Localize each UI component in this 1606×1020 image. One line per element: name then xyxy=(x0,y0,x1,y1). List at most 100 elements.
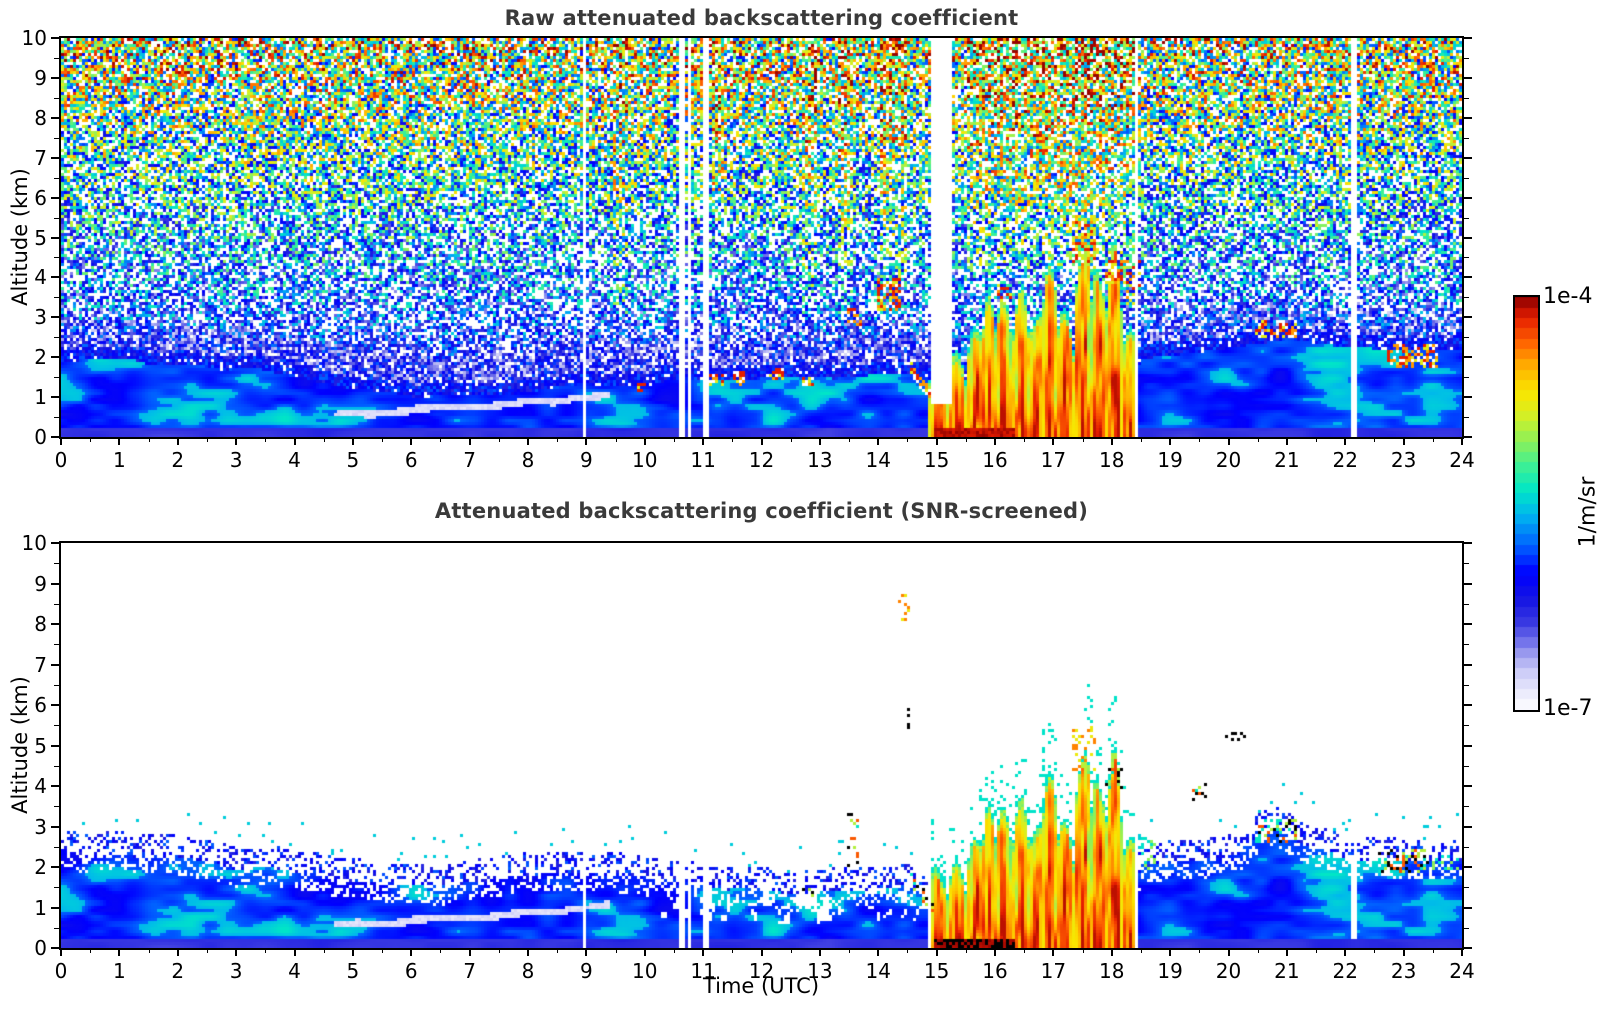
y-major-tick xyxy=(51,196,59,199)
y-tick-label: 4 xyxy=(34,265,47,290)
y-minor-tick xyxy=(54,644,59,646)
y-major-tick xyxy=(51,947,59,949)
y-major-tick-right xyxy=(1464,663,1472,666)
x-tick-label: 17 xyxy=(1040,448,1067,472)
screened-y-axis-label: Altitude (km) xyxy=(8,676,32,814)
y-minor-tick-right xyxy=(1464,297,1469,299)
y-minor-tick xyxy=(54,806,59,808)
y-minor-tick-right xyxy=(1464,806,1469,808)
y-tick-label: 0 xyxy=(34,425,47,449)
screened-panel-title: Attenuated backscattering coefficient (S… xyxy=(434,499,1089,523)
colorbar-frame xyxy=(1513,295,1540,712)
y-major-tick-right xyxy=(1464,396,1472,399)
y-minor-tick-right xyxy=(1464,177,1469,179)
x-major-tick xyxy=(527,437,529,445)
x-minor-tick xyxy=(323,948,325,953)
y-minor-tick-right xyxy=(1464,563,1469,565)
x-minor-tick xyxy=(148,948,150,953)
x-major-tick xyxy=(176,437,179,445)
x-major-tick xyxy=(1110,437,1113,445)
y-minor-tick xyxy=(54,887,59,889)
x-tick-label: 12 xyxy=(748,959,775,983)
y-major-tick-right xyxy=(1464,236,1472,239)
y-major-tick xyxy=(51,37,59,39)
y-tick-label: 9 xyxy=(34,571,47,596)
x-major-tick xyxy=(643,437,646,445)
x-minor-tick xyxy=(1432,437,1434,442)
y-minor-tick xyxy=(54,57,59,59)
x-tick-label: 22 xyxy=(1332,959,1358,983)
x-major-tick xyxy=(1402,948,1405,956)
x-tick-label: 19 xyxy=(1157,959,1183,983)
x-major-tick xyxy=(585,948,588,956)
x-minor-tick xyxy=(440,948,442,953)
x-minor-tick xyxy=(849,437,851,442)
y-major-tick-right xyxy=(1464,276,1472,279)
y-minor-tick-right xyxy=(1464,337,1469,339)
y-minor-tick-right xyxy=(1464,417,1469,419)
y-tick-label: 1 xyxy=(34,385,47,410)
x-major-tick xyxy=(1110,948,1113,956)
x-major-tick xyxy=(818,948,821,956)
x-minor-tick xyxy=(790,437,792,442)
colorbar-max-label: 1e-4 xyxy=(1543,284,1593,309)
x-tick-label: 7 xyxy=(463,448,476,472)
y-major-tick xyxy=(51,825,59,828)
x-tick-label: 5 xyxy=(346,448,360,472)
x-minor-tick xyxy=(206,948,208,953)
y-tick-label: 7 xyxy=(34,145,47,170)
x-major-tick xyxy=(1227,948,1230,956)
x-tick-label: 16 xyxy=(982,959,1008,983)
y-tick-label: 4 xyxy=(34,774,47,798)
y-major-tick xyxy=(51,663,59,666)
x-major-tick xyxy=(410,437,413,445)
x-minor-tick xyxy=(1257,948,1259,953)
y-minor-tick-right xyxy=(1464,846,1469,848)
y-tick-label: 8 xyxy=(34,612,47,636)
x-tick-label: 14 xyxy=(865,959,891,983)
y-minor-tick xyxy=(54,765,59,767)
y-major-tick-right xyxy=(1464,785,1472,787)
y-major-tick-right xyxy=(1464,582,1472,585)
y-major-tick xyxy=(51,396,59,399)
y-minor-tick-right xyxy=(1464,684,1469,686)
x-major-tick xyxy=(118,437,121,445)
y-minor-tick-right xyxy=(1464,257,1469,259)
y-major-tick-right xyxy=(1464,436,1472,438)
x-tick-label: 3 xyxy=(229,959,243,983)
y-major-tick xyxy=(51,866,59,868)
x-major-tick xyxy=(1344,948,1347,956)
y-minor-tick-right xyxy=(1464,725,1469,727)
x-minor-tick xyxy=(673,437,675,442)
y-minor-tick xyxy=(54,684,59,686)
x-tick-label: 8 xyxy=(521,448,535,472)
y-minor-tick-right xyxy=(1464,97,1469,99)
x-minor-tick xyxy=(382,437,384,442)
y-minor-tick xyxy=(54,257,59,259)
x-major-tick xyxy=(176,948,179,956)
y-major-tick xyxy=(51,236,59,239)
y-tick-label: 7 xyxy=(34,652,47,677)
x-tick-label: 13 xyxy=(807,959,833,983)
x-major-tick xyxy=(1285,437,1288,445)
y-minor-tick xyxy=(54,927,59,929)
raw-panel-frame xyxy=(59,36,1464,439)
x-minor-tick xyxy=(206,437,208,442)
x-minor-tick xyxy=(265,948,267,953)
y-minor-tick-right xyxy=(1464,137,1469,139)
x-tick-label: 4 xyxy=(288,448,301,472)
x-tick-label: 9 xyxy=(580,959,593,983)
y-major-tick xyxy=(51,744,59,747)
y-minor-tick xyxy=(54,417,59,419)
y-minor-tick xyxy=(54,725,59,727)
x-minor-tick xyxy=(1082,437,1084,442)
x-minor-tick xyxy=(1432,948,1434,953)
y-major-tick-right xyxy=(1464,116,1472,119)
y-tick-label: 2 xyxy=(34,855,47,879)
y-major-tick xyxy=(51,276,59,279)
colorbar-min-label: 1e-7 xyxy=(1543,696,1593,721)
x-major-tick xyxy=(643,948,646,956)
x-minor-tick xyxy=(1140,948,1142,953)
x-minor-tick xyxy=(1024,437,1026,442)
x-minor-tick xyxy=(790,948,792,953)
